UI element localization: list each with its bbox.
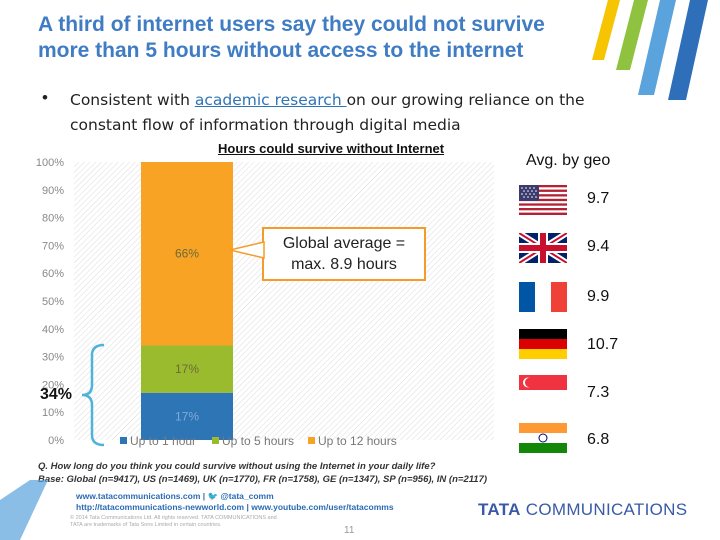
legend-label: Up to 12 hours	[318, 434, 397, 448]
footer-links-2[interactable]: http://tatacommunications-newworld.com |…	[76, 502, 394, 512]
callout-arrow	[230, 241, 265, 259]
geo-value-germany: 10.7	[587, 336, 619, 353]
legend-swatch	[212, 437, 219, 444]
bar-data-label: 17%	[175, 362, 199, 376]
bar-segment	[141, 345, 233, 393]
twitter-link[interactable]: @tata_comm	[220, 491, 274, 501]
callout-line-2: max. 8.9 hours	[291, 256, 397, 273]
y-tick-label: 80%	[42, 213, 64, 225]
copyright: © 2014 Tata Communications Ltd. All righ…	[70, 515, 330, 529]
bullet-prefix: Consistent with	[70, 91, 195, 109]
copyright-line-1: © 2014 Tata Communications Ltd. All righ…	[70, 515, 277, 521]
footnote-question: Q. How long do you think you could survi…	[38, 461, 436, 472]
y-tick-label: 60%	[42, 268, 64, 280]
footer-swoosh-decoration	[0, 480, 48, 540]
bullet-point: •	[42, 88, 48, 107]
legend-swatch	[120, 437, 127, 444]
india-flag-icon	[519, 423, 567, 453]
global-average-callout: Global average = max. 8.9 hours	[262, 227, 426, 281]
page-number: 11	[344, 525, 355, 536]
y-tick-label: 50%	[42, 296, 64, 308]
geo-value-singapore: 7.3	[587, 384, 610, 401]
y-tick-label: 30%	[42, 352, 64, 364]
uk-flag-icon	[519, 233, 567, 263]
bar-segment	[141, 392, 233, 440]
legend-label: Up to 5 hours	[222, 434, 294, 448]
bullet-text: Consistent with academic research on our…	[70, 88, 630, 138]
legend-swatch	[308, 437, 315, 444]
bar-data-label: 17%	[175, 409, 199, 423]
stacked-bar-chart: 0% 10% 20% 30% 40% 50% 60% 70% 80% 90% 100% 17% 17%…	[36, 157, 494, 448]
y-tick-label: 20%	[42, 379, 64, 391]
corner-stripes-decoration	[592, 0, 708, 100]
bracket-34-percent	[81, 343, 105, 447]
callout-line-1: Global average =	[282, 235, 406, 252]
geo-value-us: 9.7	[587, 190, 610, 207]
brand-rest: COMMUNICATIONS	[520, 500, 688, 519]
academic-research-link[interactable]: academic research	[194, 91, 347, 109]
y-tick-label: 100%	[36, 157, 64, 169]
bullet-suffix: on our growing reliance on the constant …	[70, 91, 585, 134]
copyright-line-2: TATA are trademarks of Tata Sons Limited…	[70, 522, 222, 528]
y-tick-label: 0%	[48, 435, 64, 447]
plot-area-background	[74, 162, 494, 440]
twitter-bird-icon: 🐦	[207, 491, 219, 501]
germany-flag-icon	[519, 329, 567, 359]
geo-value-france: 9.9	[587, 288, 610, 305]
brand-bold: TATA	[478, 500, 521, 519]
y-tick-label: 40%	[42, 324, 64, 336]
france-flag-icon	[519, 282, 567, 312]
us-flag-icon	[519, 185, 567, 215]
footnote: Q. How long do you think you could survi…	[38, 460, 698, 486]
footer-links: www.tatacommunications.com | 🐦 @tata_com…	[76, 491, 394, 513]
tata-communications-logo: TATA COMMUNICATIONS	[478, 500, 687, 520]
bar-segment	[141, 162, 233, 346]
geo-title: Avg. by geo	[526, 152, 611, 169]
singapore-flag-icon	[519, 375, 567, 405]
chart-title: Hours could survive without Internet	[218, 141, 445, 156]
footnote-base: Base: Global (n=9417), US (n=1469), UK (…	[38, 474, 488, 485]
y-tick-label: 70%	[42, 240, 64, 252]
bracket-label: 34%	[40, 386, 73, 403]
y-tick-label: 10%	[42, 407, 64, 419]
website-link[interactable]: www.tatacommunications.com |	[76, 491, 206, 501]
geo-value-india: 6.8	[587, 431, 610, 448]
geo-value-uk: 9.4	[587, 238, 610, 255]
slide-title: A third of internet users say they could…	[38, 13, 545, 62]
legend-label: Up to 1 hour	[130, 434, 196, 448]
y-tick-label: 90%	[42, 185, 64, 197]
bar-data-label: 66%	[175, 247, 199, 261]
